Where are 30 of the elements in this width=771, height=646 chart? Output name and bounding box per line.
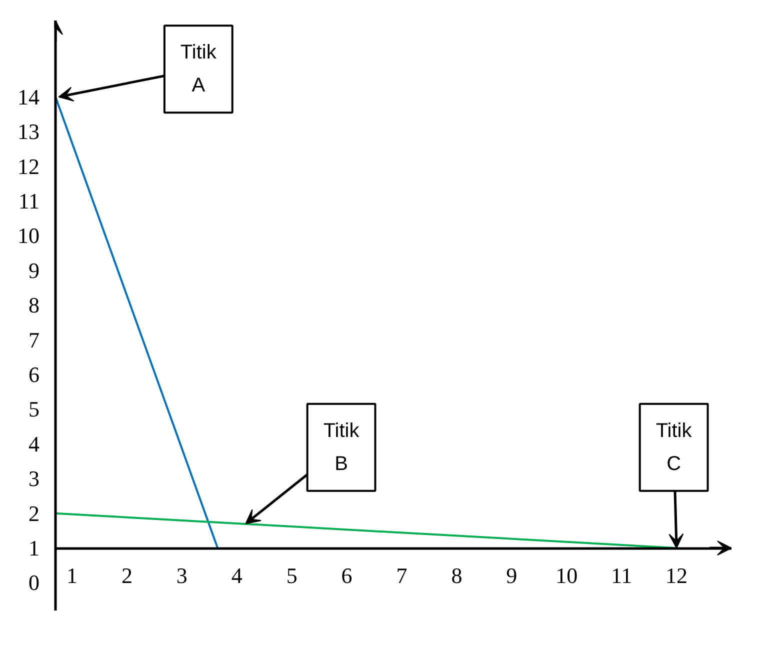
y-tick-label: 4	[28, 431, 40, 456]
y-tick-label: 13	[18, 119, 40, 144]
y-tick-label: 12	[18, 154, 40, 179]
y-tick-label: 7	[28, 327, 40, 352]
y-tick-label: 5	[28, 396, 40, 422]
x-tick-label: 9	[506, 563, 518, 588]
y-tick-label: 11	[18, 188, 40, 214]
annotation: Titik A	[180, 42, 218, 97]
y-tick-label: 8	[28, 292, 40, 318]
x-tick-label: 10	[556, 563, 578, 588]
annotation: Titik B	[323, 420, 360, 475]
x-tick-label: 7	[396, 563, 408, 588]
x-tick-label: 11	[610, 563, 632, 588]
x-tick-label: 2	[121, 563, 132, 588]
x-tick-label: 12	[666, 563, 688, 588]
annotation: Titik C	[656, 420, 693, 475]
x-tick-label: 1	[66, 563, 78, 588]
y-tick-label: 1	[28, 536, 40, 561]
y-tick-label: 0	[28, 570, 40, 596]
y-tick-label: 9	[28, 258, 40, 283]
x-tick-label: 5	[286, 563, 298, 588]
x-tick-label: 3	[176, 563, 188, 588]
y-tick-label: 3	[28, 466, 40, 492]
y-tick-label: 6	[28, 362, 40, 387]
y-tick-label: 14	[18, 84, 40, 110]
x-tick-label: 6	[341, 563, 352, 588]
y-tick-label: 2	[28, 500, 40, 526]
x-tick-label: 8	[451, 563, 462, 588]
x-tick-label: 4	[231, 563, 242, 588]
y-tick-label: 10	[18, 223, 40, 248]
